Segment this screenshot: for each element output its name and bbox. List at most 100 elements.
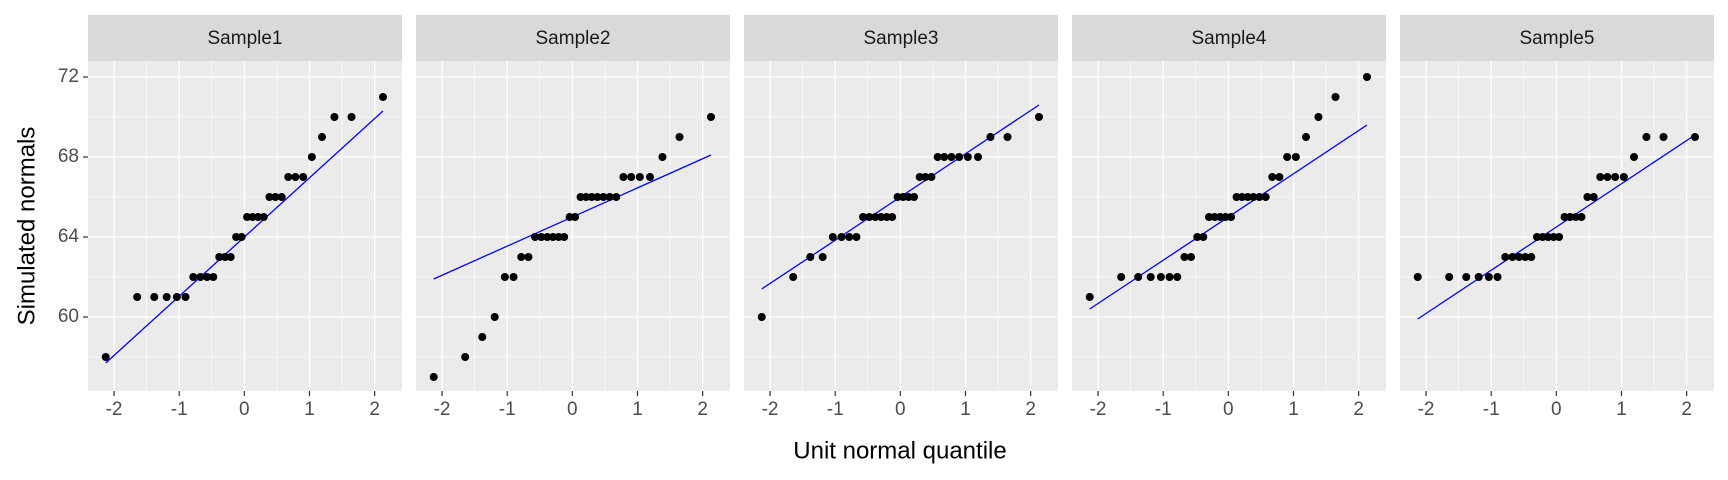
point — [806, 253, 815, 261]
x-tick-label: -2 — [106, 399, 123, 420]
x-tick-label: 1 — [1616, 399, 1627, 420]
point — [1003, 133, 1012, 141]
point — [1221, 213, 1230, 221]
point — [1291, 153, 1300, 161]
point — [1331, 93, 1340, 101]
point — [1462, 273, 1471, 281]
point — [587, 193, 596, 201]
point — [1165, 273, 1174, 281]
y-tick-label: 72 — [58, 66, 79, 87]
point — [1146, 273, 1155, 281]
point — [531, 233, 540, 241]
x-tick-label: 1 — [632, 399, 643, 420]
point — [554, 233, 563, 241]
point — [904, 193, 913, 201]
point — [1180, 253, 1189, 261]
point — [330, 113, 339, 121]
point — [181, 293, 190, 301]
point — [1249, 193, 1258, 201]
strip-label: Sample2 — [536, 28, 611, 49]
y-axis-title: Simulated normals — [13, 127, 40, 326]
point — [560, 233, 569, 241]
point — [1611, 173, 1620, 181]
point — [877, 213, 886, 221]
point — [986, 133, 995, 141]
x-tick-label: 2 — [369, 399, 380, 420]
point — [675, 133, 684, 141]
point — [1515, 253, 1524, 261]
point — [582, 193, 591, 201]
point — [927, 173, 936, 181]
point — [865, 213, 874, 221]
point — [921, 173, 930, 181]
point — [1134, 273, 1143, 281]
point — [1034, 113, 1043, 121]
point — [947, 153, 956, 161]
point — [549, 233, 558, 241]
point — [1527, 253, 1536, 261]
point — [196, 273, 205, 281]
strip — [416, 15, 730, 61]
strip — [744, 15, 1058, 61]
point — [490, 313, 499, 321]
point — [1117, 273, 1126, 281]
point — [1493, 273, 1502, 281]
point — [1642, 133, 1651, 141]
point — [1187, 253, 1196, 261]
point — [605, 193, 614, 201]
x-tick-label: -2 — [434, 399, 451, 420]
point — [1413, 273, 1422, 281]
point — [899, 193, 908, 201]
point — [1533, 233, 1542, 241]
point — [940, 153, 949, 161]
point — [1232, 193, 1241, 201]
point — [517, 253, 526, 261]
strip-label: Sample5 — [1520, 28, 1595, 49]
x-tick-label: 2 — [1353, 399, 1364, 420]
point — [226, 253, 235, 261]
x-tick-label: -2 — [1090, 399, 1107, 420]
point — [1501, 253, 1510, 261]
point — [1445, 273, 1454, 281]
strip-label: Sample1 — [208, 28, 283, 49]
point — [859, 213, 868, 221]
point — [974, 153, 983, 161]
point — [757, 313, 766, 321]
y-tick-label: 64 — [58, 226, 80, 247]
x-tick-label: 1 — [1288, 399, 1299, 420]
point — [789, 273, 798, 281]
point — [1243, 193, 1252, 201]
point — [1314, 113, 1323, 121]
x-tick-label: -1 — [1155, 399, 1172, 420]
strip — [1072, 15, 1386, 61]
point — [1199, 233, 1208, 241]
x-tick-label: 0 — [1223, 399, 1234, 420]
point — [284, 173, 293, 181]
point — [1544, 233, 1553, 241]
point — [232, 233, 241, 241]
point — [837, 233, 846, 241]
point — [259, 213, 268, 221]
panel — [416, 61, 730, 391]
point — [619, 173, 628, 181]
point — [378, 93, 387, 101]
y-tick-label: 68 — [58, 146, 79, 167]
point — [429, 373, 438, 381]
point — [828, 233, 837, 241]
point — [818, 253, 827, 261]
point — [1521, 253, 1530, 261]
x-tick-label: 2 — [1025, 399, 1036, 420]
x-tick-label: 2 — [1681, 399, 1692, 420]
point — [1555, 233, 1564, 241]
point — [478, 333, 487, 341]
point — [915, 173, 924, 181]
point — [1577, 213, 1586, 221]
point — [307, 153, 316, 161]
strip-label: Sample4 — [1192, 28, 1267, 49]
qq-line — [1417, 134, 1696, 320]
point — [1216, 213, 1225, 221]
panel — [744, 61, 1058, 391]
point — [599, 193, 608, 201]
x-tick-label: 0 — [567, 399, 578, 420]
